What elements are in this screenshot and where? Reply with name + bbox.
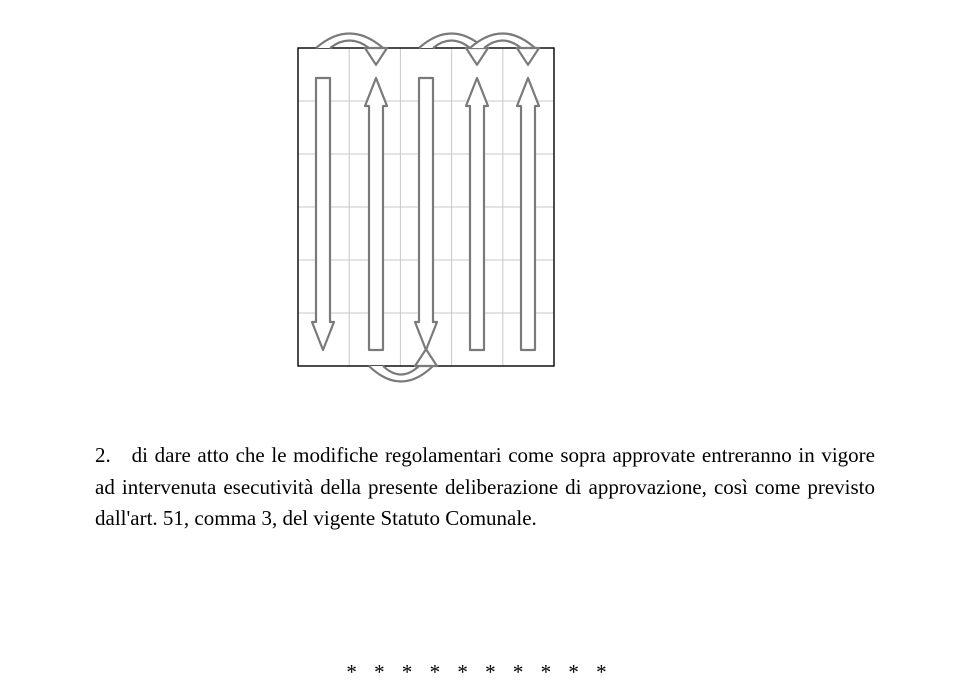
serpentine-diagram	[270, 20, 590, 400]
paragraph-text: di dare atto che le modifiche regolament…	[95, 443, 875, 530]
separator-stars: * * * * * * * * * *	[0, 660, 959, 685]
page: 2. di dare atto che le modifiche regolam…	[0, 0, 959, 683]
paragraph-number: 2.	[95, 440, 125, 472]
paragraph-2: 2. di dare atto che le modifiche regolam…	[95, 440, 875, 535]
